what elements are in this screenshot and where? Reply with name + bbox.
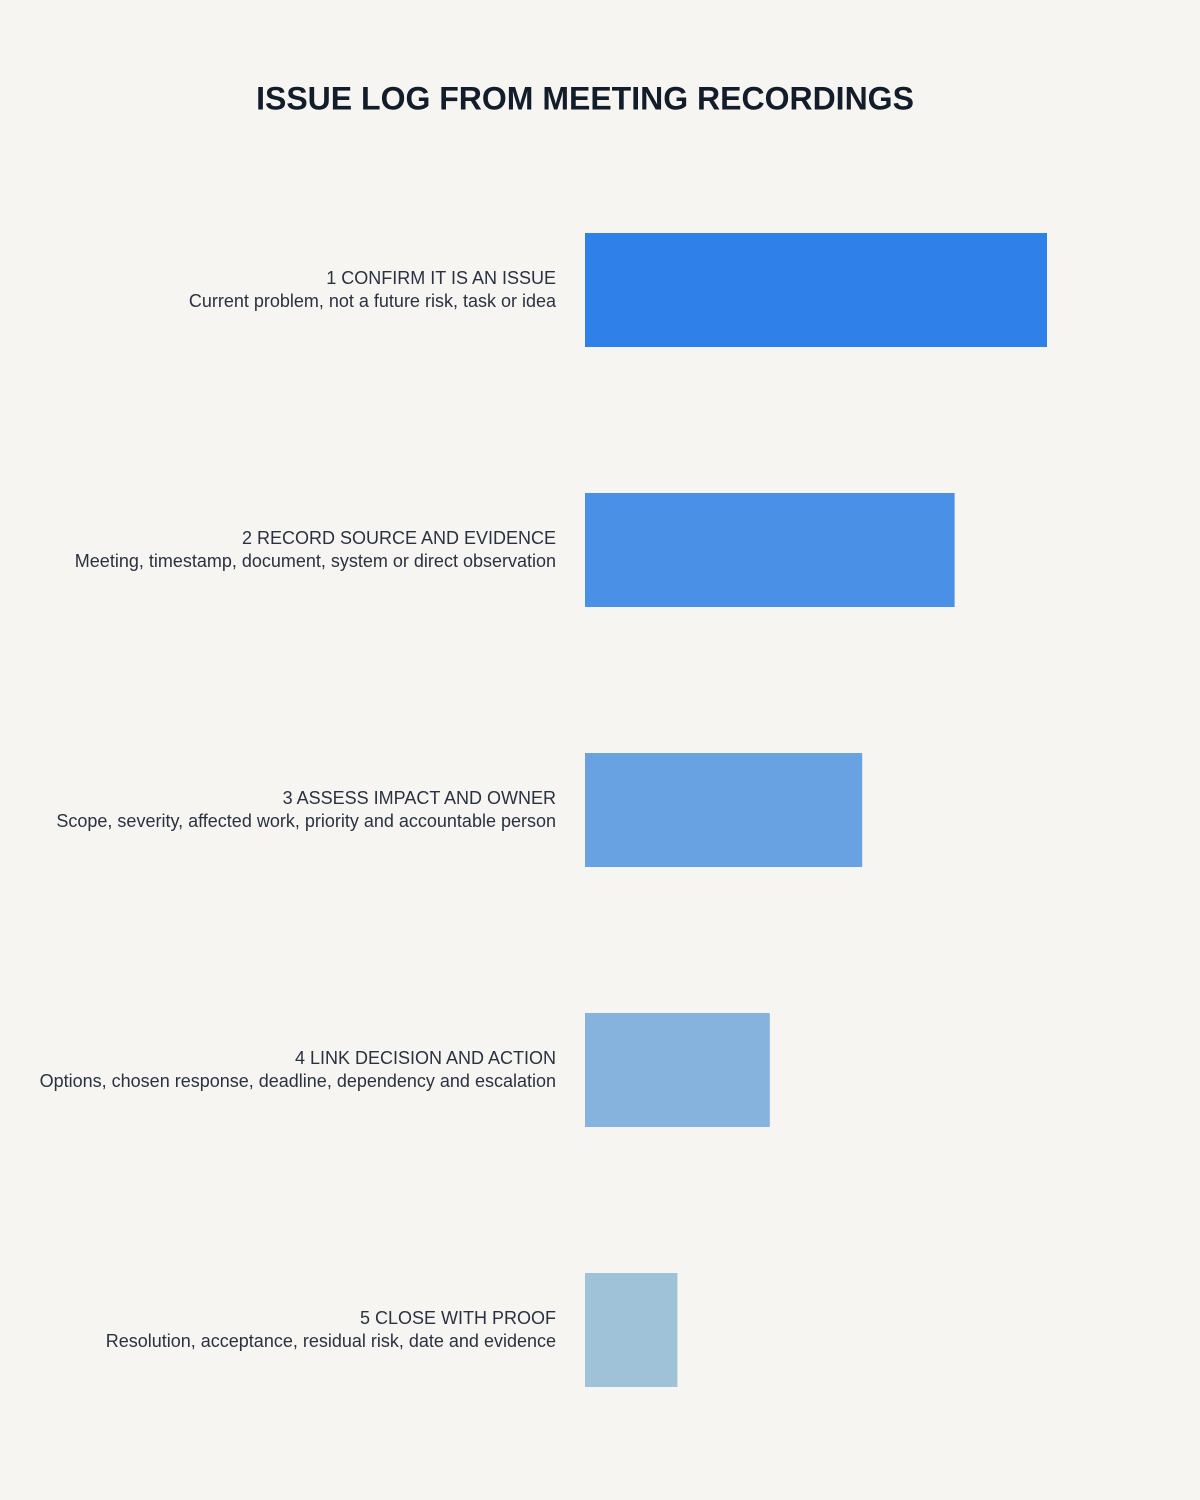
bar [585,753,863,867]
category-description: Scope, severity, affected work, priority… [56,811,556,831]
category-label: 5 CLOSE WITH PROOF [360,1308,556,1328]
category-description: Current problem, not a future risk, task… [189,291,557,311]
category-label: 3 ASSESS IMPACT AND OWNER [283,788,556,808]
bar [585,1013,770,1127]
bar [585,493,955,607]
category-label: 4 LINK DECISION AND ACTION [295,1048,556,1068]
category-label: 1 CONFIRM IT IS AN ISSUE [326,268,556,288]
bar [585,1273,678,1387]
bar [585,233,1047,347]
category-description: Meeting, timestamp, document, system or … [75,551,556,571]
category-description: Resolution, acceptance, residual risk, d… [106,1331,556,1351]
category-description: Options, chosen response, deadline, depe… [40,1071,556,1091]
chart-title: ISSUE LOG FROM MEETING RECORDINGS [256,80,914,116]
category-label: 2 RECORD SOURCE AND EVIDENCE [242,528,556,548]
